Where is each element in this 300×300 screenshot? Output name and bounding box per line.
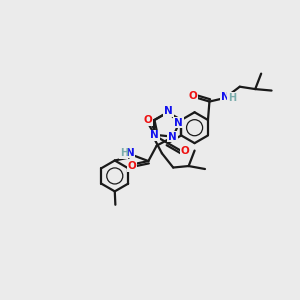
Text: N: N (221, 92, 230, 102)
Text: H: H (228, 93, 236, 103)
Text: N: N (126, 148, 135, 158)
Text: O: O (189, 91, 197, 100)
Text: N: N (174, 118, 183, 128)
Text: O: O (181, 146, 189, 156)
Text: N: N (164, 106, 173, 116)
Text: N: N (168, 132, 177, 142)
Text: O: O (143, 115, 152, 125)
Text: O: O (127, 161, 136, 171)
Text: H: H (120, 148, 128, 158)
Text: N: N (150, 130, 159, 140)
